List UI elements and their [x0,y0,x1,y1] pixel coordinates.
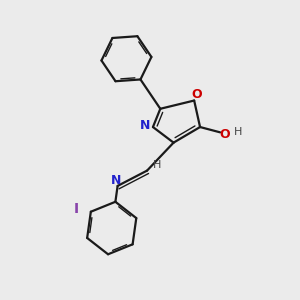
Text: O: O [219,128,230,141]
Text: H: H [234,127,242,137]
Text: H: H [153,160,161,170]
Text: N: N [111,173,121,187]
Text: I: I [74,202,79,216]
Text: O: O [192,88,203,100]
Text: N: N [140,119,150,132]
